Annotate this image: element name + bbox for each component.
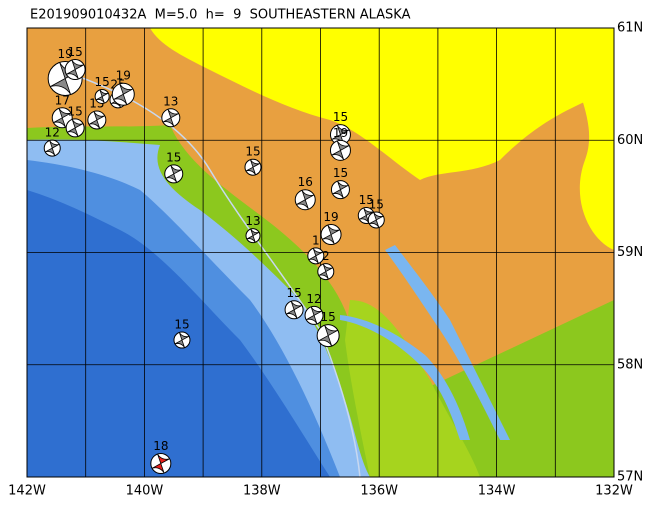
beachball-compression xyxy=(369,212,384,228)
lat-tick-label: 61N xyxy=(617,21,643,36)
beachball-compression xyxy=(67,119,84,137)
lon-tick-label: 132W xyxy=(595,484,633,499)
beachball-compression xyxy=(318,324,338,347)
beachball-compression xyxy=(151,453,170,474)
beachball-compression xyxy=(322,224,341,245)
depth-label: 2 xyxy=(322,249,330,263)
beachball-compression xyxy=(174,332,190,348)
depth-label: 16 xyxy=(298,175,313,189)
depth-label: 15 xyxy=(67,104,82,118)
depth-label: 1 xyxy=(312,233,320,247)
depth-label: 19 xyxy=(116,69,131,83)
lat-tick-label: 59N xyxy=(617,245,643,260)
beachball-compression xyxy=(113,83,134,105)
lon-tick-label: 140W xyxy=(126,484,164,499)
depth-label: 15 xyxy=(369,197,384,211)
beachball-compression xyxy=(88,111,105,129)
depth-label: 15 xyxy=(245,145,260,159)
beachball-compression xyxy=(162,109,179,127)
depth-label: 15 xyxy=(333,166,348,180)
beachball-compression xyxy=(285,301,303,319)
beachball-compression xyxy=(45,140,60,156)
lon-tick-label: 134W xyxy=(478,484,516,499)
map-title: E201909010432A M=5.0 h= 9 SOUTHEASTERN A… xyxy=(30,8,411,23)
lat-tick-label: 57N xyxy=(617,470,643,485)
depth-label: 15 xyxy=(320,310,335,324)
beachball-compression xyxy=(318,263,333,280)
beachball-compression xyxy=(246,228,260,243)
depth-label: 15 xyxy=(166,150,181,164)
depth-label: 15 xyxy=(174,318,189,332)
channel xyxy=(340,315,470,440)
depth-label: 15 xyxy=(333,110,348,124)
depth-label: 13 xyxy=(163,94,178,108)
depth-label: 13 xyxy=(245,214,260,228)
beachball-compression xyxy=(95,89,109,104)
depth-label: 15 xyxy=(359,193,374,207)
beachball-compression xyxy=(305,306,323,325)
depth-label: 19 xyxy=(333,126,348,140)
depth-label: 15 xyxy=(286,286,301,300)
beachball-compression xyxy=(332,180,349,199)
depth-label: 19 xyxy=(58,47,73,61)
icefield xyxy=(150,28,614,180)
depth-label: 12 xyxy=(45,126,60,140)
depth-label: 19 xyxy=(323,210,338,224)
beachball-compression xyxy=(245,159,261,175)
beachball-compression xyxy=(165,165,182,183)
beachball-compression xyxy=(296,190,315,210)
lon-tick-label: 142W xyxy=(8,484,46,499)
depth-label: 18 xyxy=(153,439,168,453)
beachball-compression xyxy=(308,248,324,264)
beachball-compression xyxy=(53,108,72,128)
beachball-compression xyxy=(331,140,350,161)
lat-tick-label: 58N xyxy=(617,357,643,372)
lon-tick-label: 138W xyxy=(243,484,281,499)
depth-label: 17 xyxy=(55,93,70,107)
islands xyxy=(345,300,480,477)
lon-tick-label: 136W xyxy=(360,484,398,499)
depth-label: 15 xyxy=(67,45,82,59)
lat-tick-label: 60N xyxy=(617,133,643,148)
icefield xyxy=(560,30,614,250)
depth-label: 15 xyxy=(94,75,109,89)
depth-label: 12 xyxy=(306,292,321,306)
beachball-compression xyxy=(66,59,85,80)
channel xyxy=(385,245,510,440)
